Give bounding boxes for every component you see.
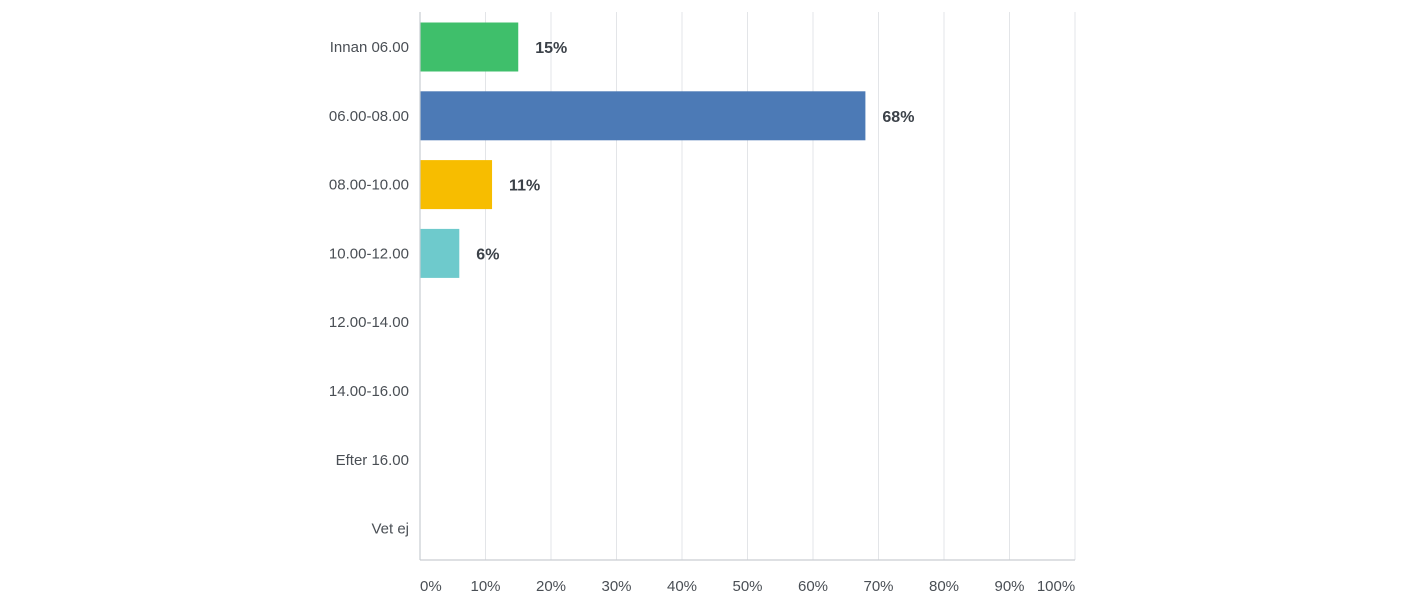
value-label: 11%: [509, 178, 540, 195]
x-tick-label: 10%: [470, 578, 500, 595]
x-tick-label: 70%: [863, 578, 893, 595]
x-tick-label: 0%: [420, 578, 442, 595]
axes: [419, 12, 1075, 561]
bar: [420, 22, 519, 72]
x-tick-label: 50%: [732, 578, 762, 595]
bar: [420, 160, 493, 210]
value-label: 15%: [535, 40, 567, 57]
category-label: 06.00-08.00: [329, 108, 409, 125]
value-label: 68%: [882, 109, 914, 126]
x-tick-label: 100%: [1037, 578, 1075, 595]
x-tick-label: 80%: [929, 578, 959, 595]
category-label: Efter 16.00: [336, 452, 409, 469]
bar: [420, 228, 460, 278]
x-tick-label: 30%: [601, 578, 631, 595]
category-label: 14.00-16.00: [329, 383, 409, 400]
x-tick-label: 60%: [798, 578, 828, 595]
category-label: 12.00-14.00: [329, 314, 409, 331]
category-label: Vet ej: [371, 521, 409, 538]
category-label: 10.00-12.00: [329, 245, 409, 262]
labels: Innan 06.00 15% 06.00-08.00 68% 08.00-10.00 1…: [329, 39, 1075, 595]
value-label: 6%: [476, 246, 499, 263]
bars: [420, 22, 866, 278]
x-tick-label: 40%: [667, 578, 697, 595]
x-tick-label: 90%: [994, 578, 1024, 595]
category-label: Innan 06.00: [330, 39, 409, 56]
bar: [420, 91, 866, 141]
x-tick-label: 20%: [536, 578, 566, 595]
category-label: 08.00-10.00: [329, 177, 409, 194]
